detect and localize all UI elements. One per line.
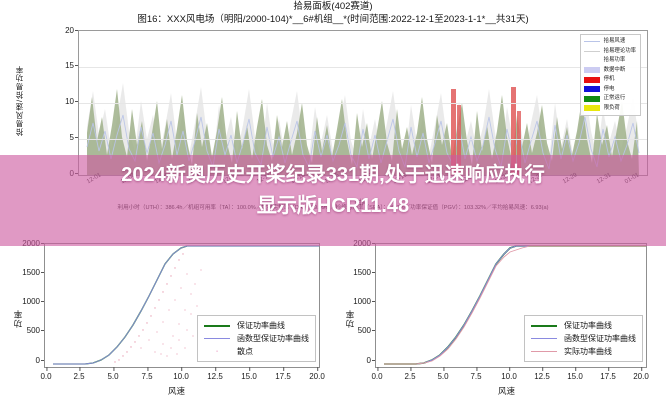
scatter-xtick-4: 10.0 (173, 367, 189, 381)
legend-label-power-outage: 停电 (603, 85, 615, 92)
legend-label-functional-guaranteed-power-curve: 函数型保证功率曲线 (237, 334, 309, 343)
legend-item-data-interruption: 数据中断 (583, 66, 636, 76)
panel-title: 拾易面板(402赛道) (293, 1, 373, 12)
legend-label-normal-operation: 正常运行 (603, 95, 626, 101)
scatter-xtick-2: 5.0 (107, 367, 119, 381)
watermark-line-1: 2024新奥历史开桨纪录331期,处于迅速响应执行 (121, 164, 545, 186)
legend-item-wind-speed: 拾易风速 (583, 37, 636, 47)
compare-xtick-3: 7.5 (470, 367, 482, 381)
legend-item-shutdown: 停机 (583, 75, 636, 85)
scatter-ytick-1000: 1000 (14, 297, 46, 306)
timeseries-y-axis-label: 拾易风速/拾易功率 (15, 64, 24, 136)
legend-label-functional-guaranteed-power-curve-2: 函数型保证功率曲线 (564, 334, 636, 343)
timeseries-legend: 拾易风速 拾易理论功率 拾易功率 数据中断 停机 停电 (579, 34, 641, 116)
legend-label-curtailment: 限负荷 (603, 104, 620, 111)
watermark-line-2: 显示版HCR11.48 (256, 195, 410, 217)
compare-xtick-8: 20.0 (633, 367, 649, 381)
timeseries-ytick-15: 15 (52, 61, 80, 70)
legend-swatch-normal-operation (583, 95, 600, 102)
legend-item-scatter-points: · 散点 (204, 345, 309, 358)
legend-item-theoretical-power: 拾易理论功率 (583, 47, 636, 57)
legend-swatch-scatter-points: · (215, 348, 219, 355)
compare-xtick-5: 12.5 (534, 367, 550, 381)
legend-label-theoretical-power: 拾易理论功率 (603, 47, 636, 54)
legend-swatch-guaranteed-power-curve-2 (531, 324, 557, 327)
legend-label-actual-power-curve: 实际功率曲线 (564, 347, 612, 356)
legend-swatch-curtailment (583, 105, 600, 112)
legend-item-curtailment: 限负荷 (583, 104, 636, 114)
legend-item-functional-guaranteed-power-curve-2: 函数型保证功率曲线 (531, 332, 636, 345)
figure-title: 图16：XXX风电场（明阳/2000-104)*__6#机组__*(时间范围:2… (137, 14, 529, 25)
scatter-chart-plot: 保证功率曲线 函数型保证功率曲线 · 散点 (44, 243, 320, 368)
compare-legend: 保证功率曲线 函数型保证功率曲线 实际功率曲线 (524, 315, 643, 362)
compare-ytick-500: 500 (345, 326, 377, 335)
top-chart-titles: 拾易面板(402赛道) 图16：XXX风电场（明阳/2000-104)*__6#… (0, 0, 666, 26)
compare-xtick-7: 17.5 (600, 367, 616, 381)
legend-swatch-actual-power-curve (531, 351, 557, 352)
scatter-x-axis-label: 风速 (168, 386, 186, 396)
compare-chart-plot: 保证功率曲线 函数型保证功率曲线 实际功率曲线 (375, 243, 647, 368)
compare-xtick-0: 0.0 (371, 367, 383, 381)
legend-swatch-functional-guaranteed-power-curve (204, 338, 230, 339)
timeseries-ytick-20: 20 (52, 26, 80, 35)
legend-item-guaranteed-power-curve: 保证功率曲线 (204, 319, 309, 332)
scatter-xtick-8: 20.0 (309, 367, 325, 381)
compare-x-axis-label: 风速 (498, 386, 516, 396)
legend-label-power: 拾易功率 (603, 57, 626, 63)
legend-label-wind-speed: 拾易风速 (603, 38, 626, 44)
compare-ytick-0: 0 (345, 356, 377, 365)
compare-canvas (384, 245, 646, 365)
compare-ytick-1500: 1500 (345, 268, 377, 277)
timeseries-ytick-10: 10 (52, 97, 80, 106)
legend-swatch-shutdown (583, 76, 600, 83)
watermark-text: 2024新奥历史开桨纪录331期,处于迅速响应执行 显示版HCR11.48 (0, 160, 666, 222)
scatter-ytick-1500: 1500 (14, 268, 46, 277)
legend-item-normal-operation: 正常运行 (583, 94, 636, 104)
scatter-xtick-1: 2.5 (73, 367, 85, 381)
scatter-xtick-3: 7.5 (141, 367, 153, 381)
legend-swatch-data-interruption (583, 67, 600, 74)
scatter-canvas (53, 245, 319, 365)
timeseries-chart-plot: 拾易风速 拾易理论功率 拾易功率 数据中断 停机 停电 (78, 30, 648, 176)
legend-swatch-wind-speed (583, 41, 600, 43)
scatter-xtick-0: 0.0 (40, 367, 52, 381)
scatter-legend: 保证功率曲线 函数型保证功率曲线 · 散点 (197, 315, 316, 362)
legend-swatch-guaranteed-power-curve (204, 324, 230, 327)
scatter-ytick-0: 0 (14, 356, 46, 365)
compare-xtick-6: 15.0 (567, 367, 583, 381)
legend-label-data-interruption: 数据中断 (603, 66, 626, 73)
legend-item-power: 拾易功率 (583, 56, 636, 66)
timeseries-ytick-5: 5 (52, 133, 80, 142)
legend-swatch-power (583, 60, 600, 62)
legend-label-guaranteed-power-curve: 保证功率曲线 (237, 321, 285, 330)
legend-item-guaranteed-power-curve-2: 保证功率曲线 (531, 319, 636, 332)
legend-swatch-theoretical-power (583, 50, 600, 52)
compare-xtick-1: 2.5 (404, 367, 416, 381)
scatter-xtick-5: 12.5 (207, 367, 223, 381)
legend-swatch-functional-guaranteed-power-curve-2 (531, 338, 557, 339)
compare-ytick-1000: 1000 (345, 297, 377, 306)
legend-label-shutdown: 停机 (603, 76, 615, 82)
legend-label-scatter-points: 散点 (237, 347, 253, 356)
scatter-ytick-500: 500 (14, 326, 46, 335)
watermark-band (0, 155, 666, 246)
scatter-xtick-7: 17.5 (275, 367, 291, 381)
legend-swatch-power-outage (583, 86, 600, 93)
legend-item-power-outage: 停电 (583, 85, 636, 95)
legend-item-functional-guaranteed-power-curve: 函数型保证功率曲线 (204, 332, 309, 345)
legend-label-guaranteed-power-curve-2: 保证功率曲线 (564, 321, 612, 330)
compare-xtick-4: 10.0 (501, 367, 517, 381)
scatter-xtick-6: 15.0 (241, 367, 257, 381)
compare-xtick-2: 5.0 (437, 367, 449, 381)
legend-item-actual-power-curve: 实际功率曲线 (531, 345, 636, 358)
